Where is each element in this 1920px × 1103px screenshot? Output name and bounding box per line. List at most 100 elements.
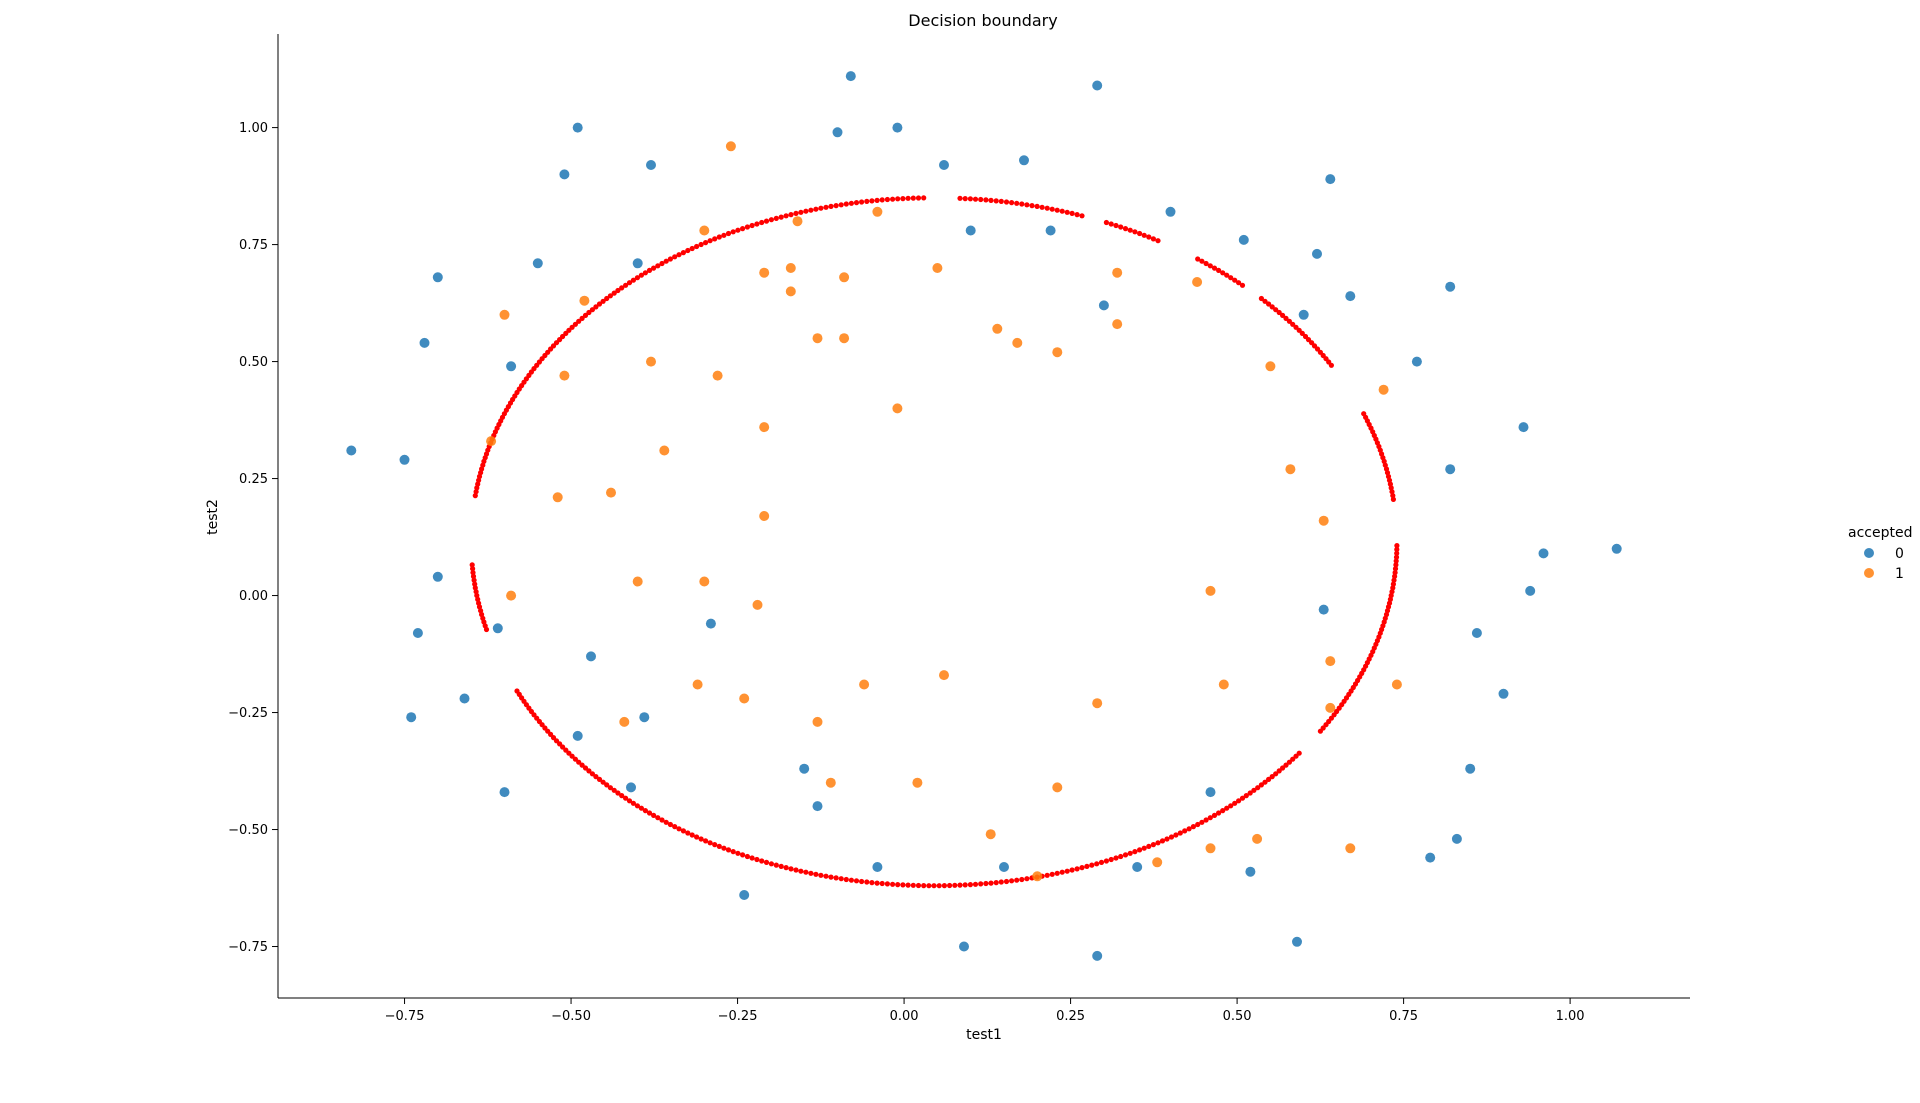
boundary-point [1064,868,1070,874]
boundary-point [848,877,855,883]
boundary-point [1029,203,1035,209]
x-tick-label: 0.00 [890,1009,919,1024]
y-tick-label: 1.00 [239,121,268,136]
point-accepted-1 [559,370,570,381]
point-accepted-1 [872,206,883,217]
point-accepted-0 [1312,248,1322,259]
boundary-point [1220,270,1226,276]
boundary-point [1122,226,1129,232]
boundary-point [744,224,751,230]
point-accepted-1 [912,777,923,788]
boundary-point [1127,850,1133,856]
point-accepted-1 [1192,277,1203,287]
boundary-point [586,309,592,316]
point-accepted-1 [692,679,703,690]
boundary-point [1216,810,1222,816]
y-tick-label: 0.00 [239,589,268,604]
boundary-point [685,247,691,254]
point-accepted-1 [712,370,723,381]
boundary-point [1392,570,1398,576]
point-accepted-0 [492,623,503,634]
boundary-point [1262,779,1268,785]
boundary-point [615,287,621,294]
boundary-point [716,234,722,240]
y-tick-label: 0.75 [239,238,268,253]
boundary-point [910,195,916,201]
boundary-point [1003,878,1010,885]
boundary-point [823,873,829,879]
boundary-point [874,880,880,886]
boundary-point [962,882,968,888]
point-accepted-0 [999,862,1009,872]
boundary-point [1393,562,1399,568]
boundary-point [1118,224,1124,230]
boundary-point [672,824,678,830]
boundary-point [1069,867,1075,873]
point-accepted-0 [1292,936,1302,947]
point-accepted-1 [1285,464,1296,475]
boundary-point [586,768,592,774]
boundary-point [1168,834,1175,840]
boundary-point [735,850,741,856]
point-accepted-1 [992,323,1003,334]
point-accepted-0 [1445,464,1456,475]
boundary-point [1118,853,1124,860]
point-accepted-0 [799,763,810,774]
boundary-point [1195,256,1201,262]
boundary-point [905,195,911,201]
point-accepted-1 [1112,319,1123,330]
boundary-point [1146,234,1152,240]
point-accepted-0 [559,169,570,180]
boundary-point [721,232,727,238]
boundary-point [663,819,669,825]
point-accepted-1 [1152,857,1163,868]
boundary-point [740,226,746,232]
boundary-point [895,196,901,202]
boundary-point [473,489,479,495]
boundary-point [869,880,875,886]
x-tick-label: 0.25 [1056,1009,1085,1024]
boundary-point [1255,785,1261,791]
point-accepted-1 [759,511,770,521]
point-accepted-1 [1205,843,1216,854]
point-accepted-0 [1019,155,1029,166]
boundary-point [689,832,695,838]
boundary-point [843,201,849,207]
boundary-point [589,307,596,313]
boundary-point [808,870,814,876]
point-accepted-0 [419,337,430,348]
boundary-point [1273,771,1279,777]
x-tick-label: 1.00 [1556,1009,1585,1024]
point-accepted-0 [586,651,596,662]
boundary-point [838,876,844,882]
boundary-point [1276,309,1282,316]
boundary-point [1019,201,1025,207]
point-accepted-1 [646,356,656,367]
boundary-point [1122,852,1129,858]
boundary-point [663,258,669,264]
boundary-point [655,815,661,821]
point-accepted-1 [486,436,497,447]
boundary-point [1155,840,1161,846]
boundary-point [1390,493,1396,499]
boundary-point [864,198,870,204]
boundary-point [470,570,476,576]
boundary-point [1064,209,1070,215]
boundary-point [626,280,633,286]
boundary-point [749,855,755,861]
boundary-point [1113,222,1119,229]
boundary-point [890,196,896,202]
boundary-point [818,205,824,211]
boundary-point [1203,260,1209,267]
point-accepted-1 [932,263,943,273]
boundary-point [1127,227,1133,233]
boundary-point [1243,793,1249,799]
boundary-point [1150,842,1156,848]
boundary-point [1199,258,1205,264]
boundary-point [626,798,633,804]
boundary-point [978,196,984,203]
boundary-point [788,866,794,872]
boundary-point [651,265,657,271]
point-accepted-1 [785,263,796,273]
